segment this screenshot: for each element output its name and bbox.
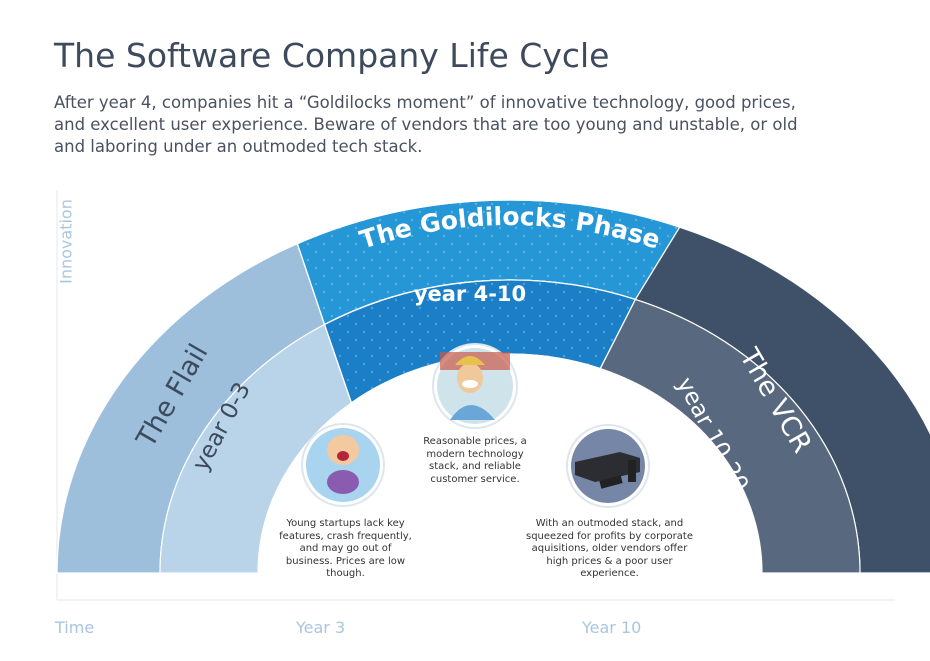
page-title: The Software Company Life Cycle (54, 36, 610, 75)
x-tick-year-10: Year 10 (582, 618, 642, 637)
y-axis-label: Innovation (56, 199, 76, 284)
flail-inner-band (159, 323, 353, 574)
x-axis-label: Time (55, 618, 95, 637)
goldilocks-caption: Reasonable prices, a modern technology s… (423, 436, 527, 485)
x-tick-year-3: Year 3 (296, 618, 346, 637)
subtitle: After year 4, companies hit a “Goldilock… (54, 93, 798, 156)
vcr-inner-band (599, 298, 861, 574)
flail-caption: Young startups lack key features, crash … (279, 518, 412, 579)
goldilocks-years-label: year 4-10 (414, 282, 526, 306)
vcr-caption: With an outmoded stack, and squeezed for… (526, 518, 693, 579)
woman-eating-porridge-icon (432, 343, 518, 429)
crying-baby-icon (301, 423, 385, 507)
vcr-icon (566, 424, 650, 508)
